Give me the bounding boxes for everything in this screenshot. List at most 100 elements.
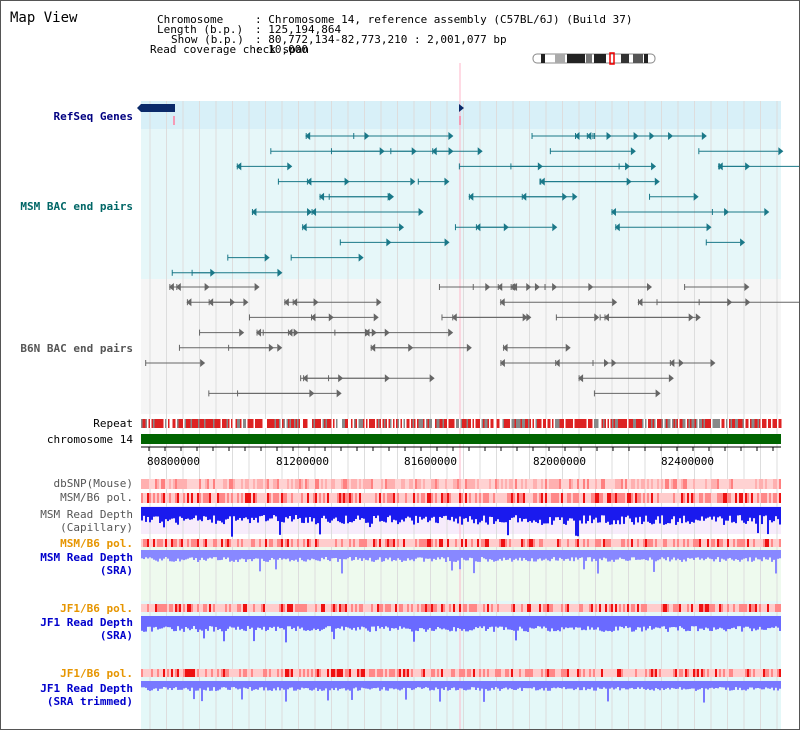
msm-b6-pol-sra-mark [367,539,369,547]
msm-depth-sra-bar [351,550,353,561]
msm-b6-pol-mark [649,493,651,503]
jf1-depth-trim-bar [313,681,315,690]
msm-bac-label[interactable]: MSM BAC end pairs [20,200,133,213]
msm-depth-sra-bar [219,550,221,561]
jf1-depth-sra-bar [683,616,685,630]
jf1-b6-pol-trim-mark [361,669,363,677]
dbsnp-mark [557,479,559,489]
repeat-mark [181,419,183,428]
dbsnp-mark [175,479,177,489]
repeat-mark [256,419,258,428]
dbsnp-mark [185,479,187,489]
repeat-mark [769,419,771,428]
jf1-depth-trim-bar [259,681,261,688]
jf1-b6-pol-mark [449,604,451,612]
jf1-depth-trim-bar [183,681,185,689]
msm-depth-sra-bar [239,550,241,560]
jf1-b6-pol-mark [555,604,557,612]
dbsnp-mark [371,479,373,489]
jf1-depth-trim-bar [169,681,171,688]
msm-depth-capillary-bar [205,507,207,517]
b6n-bac-label[interactable]: B6N BAC end pairs [20,342,133,355]
jf1-b6-pol-trim-mark [537,669,539,677]
msm-b6-pol-mark [233,493,235,503]
msm-b6-pol-sra-mark [601,539,603,547]
jf1-depth-trim-bar [287,681,289,690]
jf1-b6-pol-trim-mark [665,669,667,677]
repeat-mark [412,419,414,428]
msm-b6-pol-sra-mark [539,539,541,547]
jf1-b6-pol-mark [207,604,209,612]
msm-depth-capillary-bar [351,507,353,523]
coverage-value: : 10,000 [255,43,308,56]
jf1-depth-sra-bar [557,616,559,631]
repeat-mark [742,419,744,428]
msm-b6-pol-sra-mark [709,539,711,547]
dbsnp-mark [545,479,547,489]
b6n-bac-arrow [594,313,600,322]
msm-b6-pol-mark [455,493,457,503]
jf1-depth-trim-sub: (SRA trimmed) [46,695,133,708]
jf1-b6-pol-mark [223,604,225,612]
jf1-b6-pol-mark [665,604,667,612]
dbsnp-mark [577,479,579,489]
msm-b6-pol-sra-mark [221,539,223,547]
msm-depth-capillary-bar [761,507,763,525]
repeat-mark [571,419,573,428]
msm-depth-capillary-bar [477,507,479,525]
jf1-b6-pol-mark [447,604,449,612]
repeat-mark [595,419,597,428]
jf1-b6-pol-mark [737,604,739,612]
dbsnp-mark [593,479,595,489]
refseq-genes-label[interactable]: RefSeq Genes [53,110,133,123]
jf1-depth-sra-bar [395,616,397,629]
msm-bac-arrow [287,162,293,171]
repeat-mark [651,419,653,428]
jf1-b6-pol-trim-mark [187,669,189,677]
jf1-b6-pol-trim-label: JF1/B6 pol. [60,667,133,680]
msm-b6-pol-mark [665,493,667,503]
jf1-b6-pol-trim-mark [535,669,537,677]
msm-depth-capillary-bar [221,507,223,523]
b6n-bac-arrow [668,374,674,383]
jf1-b6-pol-trim-mark [445,669,447,677]
jf1-depth-trim-bar [499,681,501,691]
msm-b6-pol-sra-mark [141,539,143,547]
msm-depth-capillary-bar [583,507,585,516]
jf1-b6-pol-trim-mark [771,669,773,677]
msm-depth-capillary-bar [367,507,369,523]
jf1-depth-trim-bar [425,681,427,688]
jf1-b6-pol-trim-mark [245,669,247,677]
jf1-b6-pol-mark [531,604,533,612]
dbsnp-mark [723,479,725,489]
repeat-mark [634,419,636,428]
dbsnp-mark [279,479,281,489]
msm-depth-sra-bar [711,550,713,560]
jf1-depth-sra-bar [231,616,233,628]
msm-b6-pol-sra-mark [297,539,299,547]
jf1-b6-pol-trim-mark [739,669,741,677]
jf1-b6-pol-mark [545,604,547,612]
jf1-depth-trim-bar [317,681,319,691]
jf1-b6-pol-trim-mark [725,669,727,677]
msm-b6-pol-mark [447,493,449,503]
repeat-mark [367,419,369,428]
jf1-depth-trim-bar [557,681,559,688]
msm-b6-pol-sra-mark [331,539,333,547]
msm-depth-sra-bar [293,550,295,561]
msm-depth-capillary-bar [323,507,325,516]
msm-depth-capillary-bar [337,507,339,522]
jf1-b6-pol-mark [573,604,575,612]
jf1-depth-sra-bar [141,616,143,631]
repeat-mark [586,419,588,428]
dbsnp-mark [537,479,539,489]
repeat-mark [210,419,212,428]
jf1-depth-trim-bar [301,681,303,688]
msm-b6-pol-sra-mark [499,539,501,547]
repeat-mark [543,419,545,428]
jf1-depth-trim-bar [239,681,241,689]
msm-depth-capillary-bar [225,507,227,520]
jf1-b6-pol-trim-mark [605,669,607,677]
jf1-depth-sra-bar [583,616,585,630]
jf1-depth-sra-bar [747,616,749,627]
